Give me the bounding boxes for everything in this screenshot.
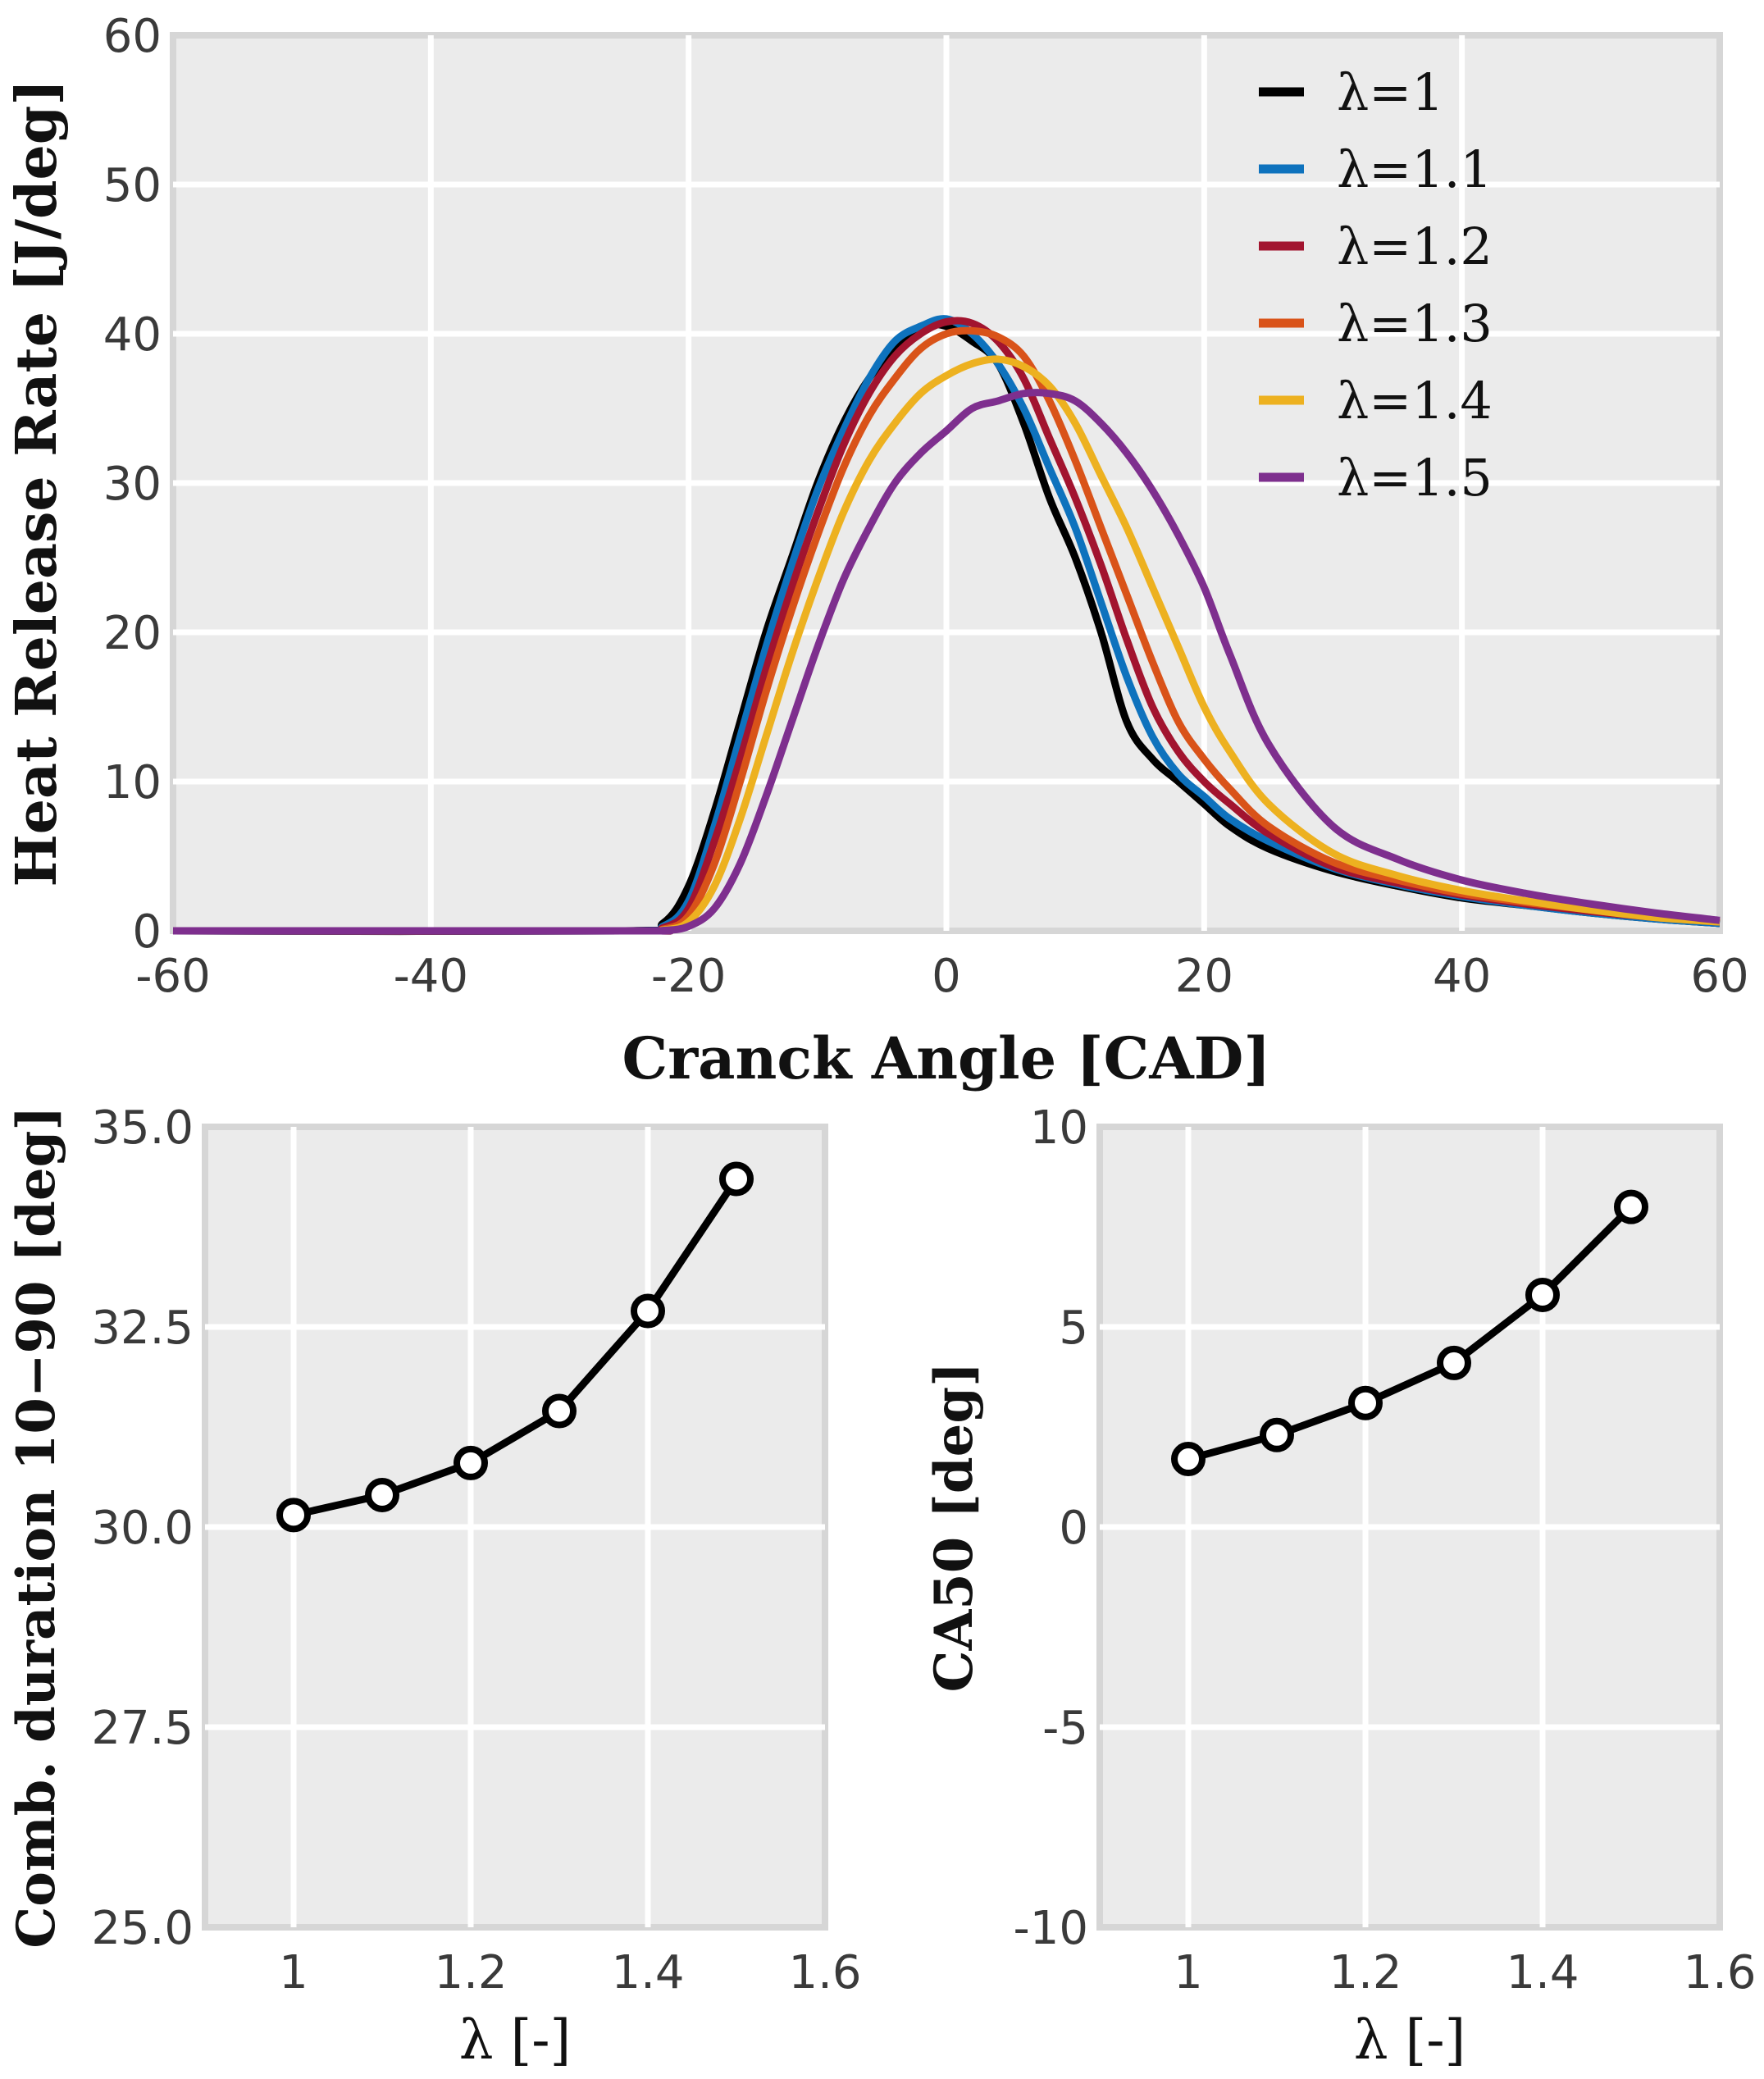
comb-x-tick-label: 1 — [279, 1946, 308, 1999]
hrr-series-line — [172, 389, 1721, 935]
ca50-chart: 1 1.2 1.4 1.6 -10 -5 0 5 10 λ [-] CA50 [deg] — [923, 1101, 1757, 2072]
heat-release-rate-chart: -60 -40 -20 0 20 40 60 0 10 20 30 40 50 60 Cranck An… — [4, 10, 1749, 1092]
comb-x-tick-label: 1.4 — [611, 1946, 684, 1999]
hrr-legend: λ=1 λ=1.1 λ=1.2 λ=1.3 λ=1.4 λ=1.5 — [1259, 62, 1493, 508]
hrr-y-tick-label: 60 — [103, 10, 162, 63]
ca50-data-point — [1348, 1385, 1383, 1420]
legend-label: λ=1 — [1337, 62, 1444, 122]
hrr-x-tick-label: 60 — [1690, 950, 1748, 1003]
ca50-y-tick-label: -5 — [1042, 1702, 1088, 1755]
ca50-x-tick-label: 1 — [1174, 1946, 1203, 1999]
hrr-y-tick-label: 50 — [103, 159, 162, 212]
hrr-y-tick-label: 0 — [132, 905, 162, 959]
comb-data-point — [631, 1293, 665, 1329]
hrr-x-tick-label: 20 — [1175, 950, 1233, 1003]
ca50-x-tick-label: 1.4 — [1506, 1946, 1579, 1999]
comb-y-tick-label: 35.0 — [91, 1101, 194, 1155]
comb-data-point — [719, 1161, 754, 1197]
hrr-x-ticks: -60 -40 -20 0 20 40 60 — [135, 950, 1748, 1003]
legend-label: λ=1.2 — [1337, 217, 1493, 276]
hrr-series-line — [172, 355, 1721, 935]
ca50-x-tick-label: 1.2 — [1329, 1946, 1402, 1999]
hrr-x-tick-label: -40 — [394, 950, 468, 1003]
comb-data-point — [276, 1498, 311, 1533]
hrr-x-tick-label: -20 — [651, 950, 726, 1003]
hrr-y-ticks: 0 10 20 30 40 50 60 — [103, 10, 162, 959]
comb-x-tick-label: 1.2 — [434, 1946, 507, 1999]
comb-data-point — [454, 1445, 488, 1480]
hrr-y-tick-label: 20 — [103, 607, 162, 660]
legend-label: λ=1.5 — [1337, 448, 1493, 508]
hrr-x-tick-label: -60 — [135, 950, 210, 1003]
hrr-x-tick-label: 0 — [932, 950, 961, 1003]
comb-y-tick-label: 27.5 — [91, 1702, 194, 1755]
hrr-x-axis-label: Cranck Angle [CAD] — [622, 1024, 1271, 1092]
hrr-y-tick-label: 40 — [103, 308, 162, 362]
comb-x-ticks: 1 1.2 1.4 1.6 — [279, 1946, 861, 1999]
hrr-series-line — [172, 317, 1721, 935]
ca50-y-tick-label: 10 — [1030, 1101, 1088, 1155]
hrr-x-tick-label: 40 — [1433, 950, 1491, 1003]
comb-y-axis-label: Comb. duration 10−90 [deg] — [6, 1106, 67, 1948]
comb-data-point — [365, 1477, 399, 1512]
ca50-data-point — [1260, 1417, 1294, 1452]
comb-data-point — [542, 1393, 577, 1429]
ca50-y-tick-label: 5 — [1059, 1302, 1088, 1355]
ca50-gridlines — [1100, 1127, 1720, 1927]
ca50-y-ticks: -10 -5 0 5 10 — [1014, 1101, 1088, 1955]
comb-y-tick-label: 32.5 — [91, 1302, 194, 1355]
ca50-x-tick-label: 1.6 — [1683, 1946, 1756, 1999]
ca50-data-point — [1437, 1345, 1471, 1380]
ca50-y-tick-label: 0 — [1059, 1502, 1088, 1555]
hrr-y-tick-label: 10 — [103, 756, 162, 809]
ca50-x-ticks: 1 1.2 1.4 1.6 — [1174, 1946, 1756, 1999]
comb-y-tick-label: 30.0 — [91, 1502, 194, 1555]
ca50-data-point — [1171, 1442, 1206, 1477]
hrr-y-axis-label: Heat Release Rate [J/deg] — [4, 79, 70, 887]
hrr-series-line — [172, 326, 1721, 935]
ca50-series — [1171, 1189, 1648, 1477]
comb-x-tick-label: 1.6 — [788, 1946, 861, 1999]
ca50-y-tick-label: -10 — [1014, 1902, 1088, 1955]
comb-duration-chart: 1 1.2 1.4 1.6 25.0 27.5 30.0 32.5 35.0 λ [-] Co… — [6, 1101, 862, 2072]
comb-x-axis-label: λ [-] — [459, 2008, 572, 2072]
ca50-data-point — [1614, 1189, 1648, 1224]
ca50-data-point — [1525, 1277, 1560, 1312]
comb-y-tick-label: 25.0 — [91, 1902, 194, 1955]
comb-y-ticks: 25.0 27.5 30.0 32.5 35.0 — [91, 1101, 194, 1955]
ca50-y-axis-label: CA50 [deg] — [923, 1362, 985, 1693]
legend-label: λ=1.4 — [1337, 371, 1493, 431]
comb-series — [276, 1161, 754, 1533]
ca50-x-axis-label: λ [-] — [1354, 2008, 1466, 2072]
hrr-series-lines — [172, 315, 1721, 936]
legend-label: λ=1.3 — [1337, 294, 1493, 353]
hrr-y-tick-label: 30 — [103, 458, 162, 511]
legend-label: λ=1.1 — [1337, 139, 1493, 199]
